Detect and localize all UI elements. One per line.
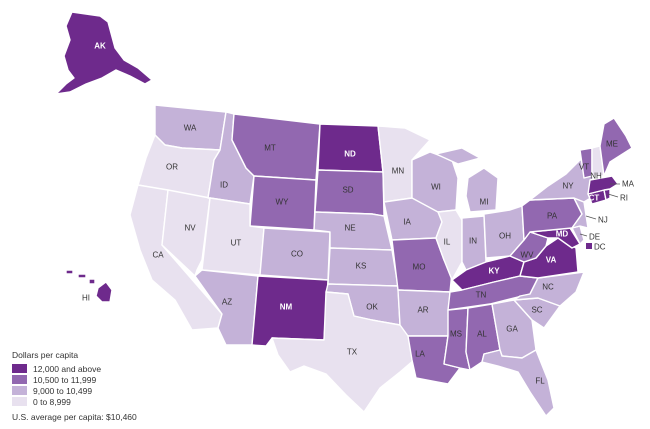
state-tx[interactable]	[271, 291, 415, 413]
legend-label: 0 to 8,999	[33, 396, 71, 407]
label-nc: NC	[542, 283, 554, 292]
state-ma[interactable]	[587, 175, 619, 195]
leader-ri	[607, 193, 619, 198]
state-ak[interactable]	[55, 11, 153, 95]
legend-swatch	[12, 386, 27, 395]
label-ms: MS	[450, 330, 462, 339]
legend-item: 12,000 and above	[12, 363, 137, 374]
label-wi: WI	[431, 183, 441, 192]
label-mt: MT	[264, 144, 276, 153]
label-ne: NE	[344, 224, 355, 233]
legend-item: 0 to 8,999	[12, 396, 137, 407]
label-nh: NH	[590, 172, 602, 181]
state-hi-islands[interactable]	[65, 269, 74, 275]
state-hi-islands-2[interactable]	[77, 273, 87, 279]
label-tx: TX	[347, 348, 358, 357]
legend-item: 10,500 to 11,999	[12, 374, 137, 385]
label-va: VA	[546, 256, 557, 265]
legend-swatch	[12, 375, 27, 384]
label-vt: VT	[579, 163, 589, 172]
label-nd: ND	[344, 150, 356, 159]
legend-swatch	[12, 397, 27, 406]
state-shapes	[55, 11, 633, 417]
legend-label: 9,000 to 10,499	[33, 385, 93, 396]
state-wi[interactable]	[411, 151, 459, 213]
label-md: MD	[556, 230, 569, 239]
map-legend: Dollars per capita 12,000 and above 10,5…	[12, 350, 137, 422]
legend-label: 12,000 and above	[33, 363, 102, 374]
legend-label: 10,500 to 11,999	[33, 374, 97, 385]
label-or: OR	[166, 163, 178, 172]
label-wv: WV	[521, 251, 535, 260]
leader-lines	[579, 183, 620, 249]
legend-note: U.S. average per capita: $10,460	[12, 412, 137, 422]
label-mn: MN	[392, 167, 405, 176]
label-ia: IA	[403, 218, 411, 227]
label-ut: UT	[231, 239, 242, 248]
label-wa: WA	[184, 124, 197, 133]
label-ky: KY	[488, 267, 500, 276]
label-hi: HI	[82, 294, 90, 303]
state-me[interactable]	[599, 117, 633, 177]
label-fl: FL	[535, 377, 545, 386]
label-ok: OK	[366, 303, 378, 312]
label-ma: MA	[622, 180, 635, 189]
label-ri: RI	[620, 194, 628, 203]
label-al: AL	[477, 330, 487, 339]
label-az: AZ	[222, 298, 232, 307]
label-sd: SD	[342, 186, 353, 195]
label-mo: MO	[413, 263, 426, 272]
label-dc: DC	[594, 243, 606, 252]
label-ar: AR	[417, 306, 428, 315]
label-me: ME	[606, 140, 618, 149]
label-nv: NV	[184, 224, 196, 233]
label-il: IL	[444, 238, 451, 247]
label-de: DE	[589, 233, 600, 242]
label-tn: TN	[476, 291, 487, 300]
label-pa: PA	[547, 212, 558, 221]
state-hi-islands-3[interactable]	[88, 278, 96, 285]
leader-de	[579, 233, 588, 237]
label-mi: MI	[480, 198, 489, 207]
label-ak: AK	[94, 42, 106, 51]
state-nd[interactable]	[317, 123, 384, 173]
label-ct: CT	[589, 194, 600, 203]
label-ca: CA	[152, 251, 164, 260]
label-nj: NJ	[598, 216, 608, 225]
dc-marker	[586, 243, 592, 249]
label-id: ID	[220, 181, 228, 190]
label-wy: WY	[276, 198, 290, 207]
legend-item: 9,000 to 10,499	[12, 385, 137, 396]
label-la: LA	[415, 350, 425, 359]
label-ny: NY	[562, 182, 574, 191]
label-nm: NM	[280, 303, 293, 312]
legend-swatch	[12, 364, 27, 373]
state-mi[interactable]	[435, 147, 499, 213]
label-co: CO	[291, 250, 303, 259]
legend-title: Dollars per capita	[12, 350, 79, 360]
leader-nj	[585, 215, 597, 220]
state-fl[interactable]	[481, 349, 555, 417]
label-oh: OH	[499, 232, 511, 241]
label-ks: KS	[356, 262, 367, 271]
state-labels: AK HI WA OR CA NV ID MT WY UT AZ CO NM N…	[82, 42, 635, 386]
state-hi[interactable]	[95, 281, 113, 303]
label-ga: GA	[506, 325, 518, 334]
label-sc: SC	[531, 306, 542, 315]
label-in: IN	[469, 237, 477, 246]
